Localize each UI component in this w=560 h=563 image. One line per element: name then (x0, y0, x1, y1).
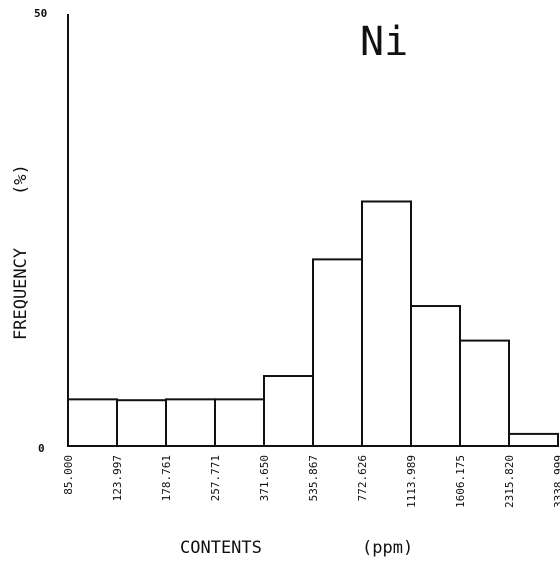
y-axis-title-group: FREQUENCY (%) (11, 164, 31, 340)
x-tick-label: 772.626 (356, 455, 369, 501)
x-tick-label: 371.650 (258, 455, 271, 501)
histogram-bar (214, 398, 265, 447)
histogram-bar (116, 399, 167, 448)
histogram-bar (312, 258, 363, 447)
x-tick-label: 257.771 (209, 455, 222, 501)
chart-title: Ni (360, 19, 408, 65)
x-tick-label: 1113.989 (405, 455, 418, 508)
y-tick-bottom: 0 (38, 442, 45, 455)
bars-group (67, 200, 559, 448)
histogram-bar (361, 200, 412, 447)
histogram-bar (459, 339, 510, 448)
y-axis-unit: (%) (11, 164, 31, 195)
histogram-bar (508, 432, 559, 447)
histogram-bar (410, 305, 461, 448)
x-tick-label: 178.761 (160, 455, 173, 501)
x-tick-label: 1606.175 (454, 455, 467, 508)
x-axis-unit: (ppm) (362, 538, 413, 558)
x-tick-label: 535.867 (307, 455, 320, 501)
x-tick-labels-group: 85.000 123.997 178.761 257.771 371.650 535.86… (62, 455, 560, 508)
x-tick-label: 85.000 (62, 455, 75, 495)
histogram-bar (165, 398, 216, 447)
histogram-bar (263, 375, 314, 447)
x-tick-label: 2315.820 (503, 455, 516, 508)
y-axis-title: FREQUENCY (11, 248, 31, 340)
histogram-bar (67, 398, 118, 447)
x-tick-label: 3338.999 (552, 455, 560, 508)
x-axis-title: CONTENTS (180, 538, 262, 558)
x-tick-label: 123.997 (111, 455, 124, 501)
y-tick-top: 50 (34, 7, 47, 20)
